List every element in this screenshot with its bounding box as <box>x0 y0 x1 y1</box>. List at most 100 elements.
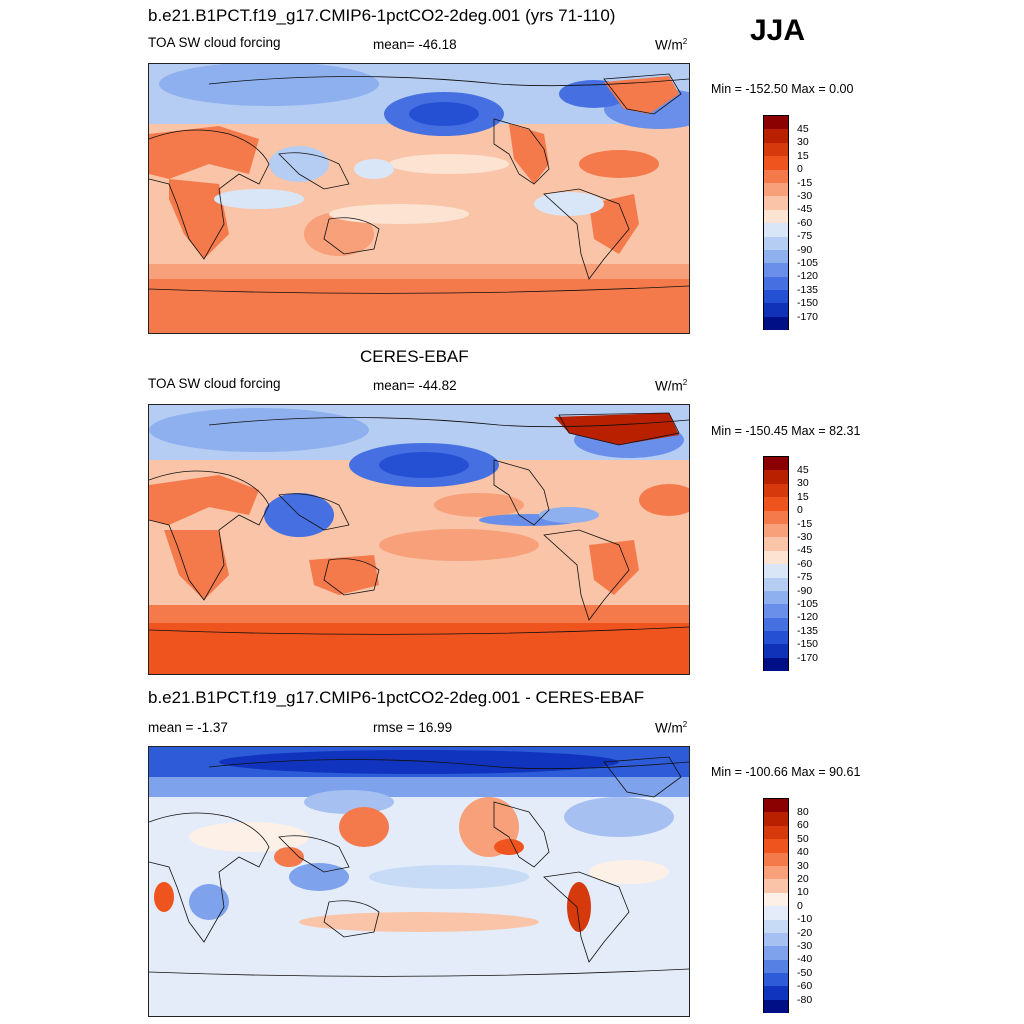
colorbar-swatch <box>764 169 788 183</box>
colorbar-swatch <box>764 644 788 658</box>
colorbar-swatch <box>764 590 788 605</box>
colorbar-swatch <box>764 812 788 826</box>
colorbar-tick-label: -150 <box>797 638 819 651</box>
panel1-variable-label: TOA SW cloud forcing <box>148 35 281 50</box>
colorbar-tick-label: 0 <box>797 504 803 517</box>
colorbar-swatch <box>764 510 788 524</box>
panel2-map <box>148 404 690 675</box>
colorbar-tick-label: -90 <box>797 243 813 256</box>
season-label: JJA <box>750 14 806 47</box>
colorbar-swatch <box>764 919 788 933</box>
colorbar-swatch <box>764 892 788 907</box>
colorbar-tick-label: -60 <box>797 557 813 570</box>
colorbar-swatch <box>764 209 788 224</box>
colorbar-tick-label: -80 <box>797 993 813 1006</box>
colorbar-swatch <box>764 483 788 498</box>
panel1-title: b.e21.B1PCT.f19_g17.CMIP6-1pctCO2-2deg.0… <box>148 6 616 25</box>
colorbar-swatch <box>764 631 788 645</box>
colorbar-tick-label: 45 <box>797 123 809 135</box>
colorbar-tick-label: -120 <box>797 611 819 624</box>
colorbar-swatch <box>764 879 788 893</box>
colorbar-tick-label: 0 <box>797 163 803 176</box>
panel3-title: b.e21.B1PCT.f19_g17.CMIP6-1pctCO2-2deg.0… <box>148 688 645 707</box>
colorbar-tick-label: -30 <box>797 190 813 202</box>
colorbar-swatch <box>764 523 788 538</box>
colorbar-swatch <box>764 196 788 210</box>
colorbar-tick-label: -50 <box>797 966 813 979</box>
panel3-mean-label: mean = -1.37 <box>148 720 228 735</box>
panel2-colorbar <box>763 456 789 672</box>
colorbar-tick-label: -90 <box>797 584 813 597</box>
colorbar-tick-label: -120 <box>797 270 819 283</box>
colorbar-swatch <box>764 959 788 974</box>
colorbar-tick-label: 60 <box>797 819 809 832</box>
colorbar-tick-label: -75 <box>797 571 813 584</box>
colorbar-swatch <box>764 825 788 840</box>
colorbar-swatch <box>764 657 788 672</box>
colorbar-tick-label: -105 <box>797 598 819 610</box>
panel3-minmax: Min = -100.66 Max = 90.61 <box>711 765 861 779</box>
panel3-units: W/m2 <box>655 720 688 736</box>
colorbar-tick-label: 30 <box>797 136 809 149</box>
colorbar-swatch <box>764 973 788 987</box>
colorbar-tick-label: -150 <box>797 297 819 310</box>
panel1-map <box>148 63 690 334</box>
colorbar-tick-label: -30 <box>797 940 813 952</box>
colorbar-tick-label: 0 <box>797 899 803 912</box>
colorbar-swatch <box>764 577 788 591</box>
colorbar-swatch <box>764 497 788 511</box>
colorbar-swatch <box>764 865 788 880</box>
colorbar-tick-label: 30 <box>797 477 809 490</box>
colorbar-tick-label: -105 <box>797 257 819 269</box>
colorbar-swatch <box>764 457 788 471</box>
panel2-minmax: Min = -150.45 Max = 82.31 <box>711 424 861 438</box>
colorbar-swatch <box>764 116 788 130</box>
colorbar-tick-label: -40 <box>797 953 813 966</box>
colorbar-swatch <box>764 537 788 551</box>
colorbar-tick-label: -45 <box>797 203 813 216</box>
colorbar-tick-label: -75 <box>797 230 813 243</box>
colorbar-swatch <box>764 129 788 143</box>
colorbar-tick-label: 10 <box>797 886 809 899</box>
colorbar-tick-label: -10 <box>797 913 813 926</box>
colorbar-swatch <box>764 142 788 157</box>
colorbar-tick-label: -60 <box>797 980 813 993</box>
colorbar-tick-label: -170 <box>797 310 819 323</box>
colorbar-tick-label: -45 <box>797 544 813 557</box>
colorbar-tick-label: 15 <box>797 490 809 503</box>
panel1-mean-label: mean= -46.18 <box>373 37 457 52</box>
colorbar-swatch <box>764 986 788 1000</box>
colorbar-swatch <box>764 550 788 565</box>
colorbar-tick-label: -15 <box>797 176 813 189</box>
colorbar-swatch <box>764 156 788 170</box>
panel1-minmax: Min = -152.50 Max = 0.00 <box>711 82 854 96</box>
colorbar-tick-label: 50 <box>797 832 809 845</box>
colorbar-tick-label: 40 <box>797 846 809 859</box>
panel2-units: W/m2 <box>655 378 688 394</box>
colorbar-swatch <box>764 932 788 947</box>
colorbar-tick-label: -135 <box>797 624 819 637</box>
colorbar-swatch <box>764 223 788 237</box>
colorbar-tick-label: 20 <box>797 873 809 885</box>
colorbar-swatch <box>764 263 788 277</box>
colorbar-swatch <box>764 564 788 578</box>
colorbar-swatch <box>764 290 788 304</box>
colorbar-tick-label: 45 <box>797 464 809 476</box>
colorbar-swatch <box>764 839 788 853</box>
colorbar-swatch <box>764 799 788 813</box>
panel3-map <box>148 746 690 1017</box>
colorbar-tick-label: -135 <box>797 283 819 296</box>
colorbar-swatch <box>764 617 788 632</box>
colorbar-tick-label: -15 <box>797 517 813 530</box>
colorbar-swatch <box>764 946 788 960</box>
panel1-units: W/m2 <box>655 37 688 53</box>
colorbar-tick-label: -30 <box>797 531 813 543</box>
panel2-variable-label: TOA SW cloud forcing <box>148 376 281 391</box>
panel3-rmse-label: rmse = 16.99 <box>373 720 453 735</box>
colorbar-tick-label: -20 <box>797 926 813 939</box>
panel3-colorbar <box>763 798 789 1014</box>
colorbar-swatch <box>764 604 788 618</box>
colorbar-swatch <box>764 852 788 866</box>
colorbar-swatch <box>764 906 788 920</box>
panel2-mean-label: mean= -44.82 <box>373 378 457 393</box>
